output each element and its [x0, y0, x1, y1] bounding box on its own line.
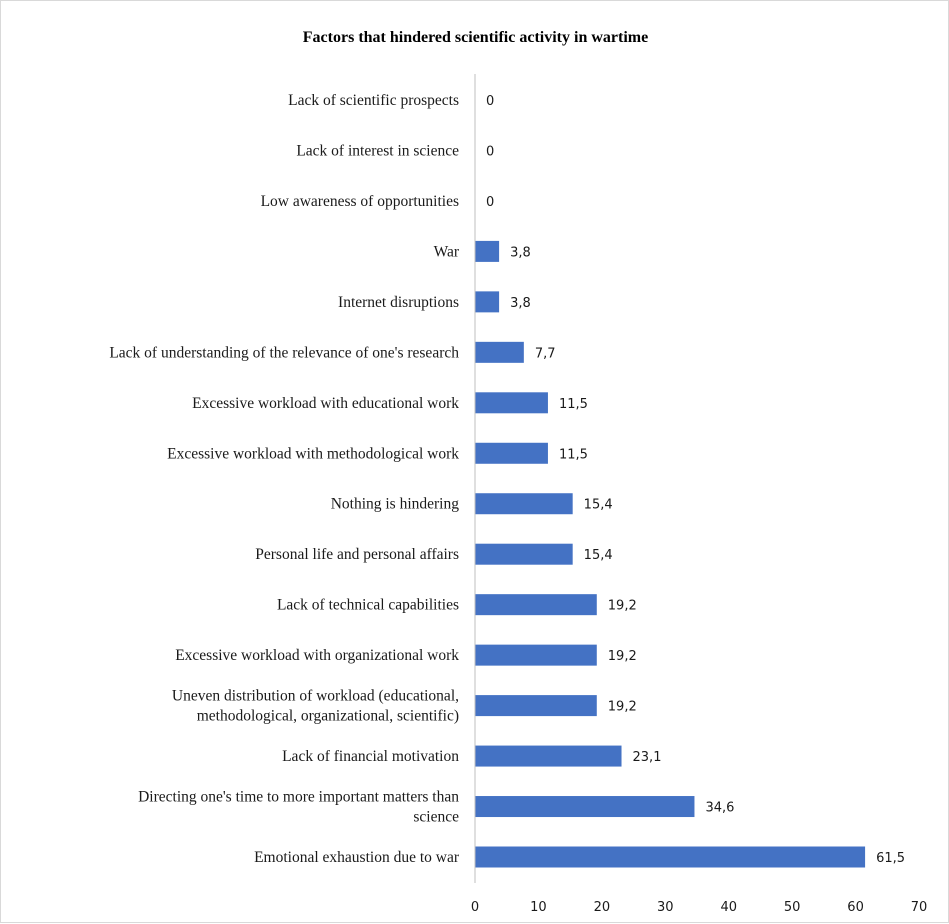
value-labels: 0 0 0 3,8 3,8 7,7 11,5 11,5 15,4 15,4 19,2 19,2 19,2…	[486, 94, 905, 866]
category-label: Uneven distribution of workload (educati…	[172, 688, 459, 725]
value-label: 0	[486, 144, 494, 159]
value-label: 19,2	[608, 599, 637, 614]
category-label-line: Low awareness of opportunities	[261, 193, 459, 210]
value-label: 7,7	[535, 346, 556, 361]
category-label: Excessive workload with organizational w…	[175, 647, 459, 664]
value-label: 61,5	[876, 851, 905, 866]
value-label: 15,4	[584, 498, 613, 513]
category-label: Lack of scientific prospects	[288, 92, 459, 109]
bar	[475, 392, 548, 414]
category-label-line: Lack of financial motivation	[282, 748, 459, 765]
value-label: 11,5	[559, 397, 588, 412]
category-label: Excessive workload with educational work	[192, 395, 459, 412]
bar	[475, 644, 597, 666]
category-label: Lack of interest in science	[296, 142, 459, 159]
category-label-line: Lack of understanding of the relevance o…	[109, 344, 459, 361]
category-label-line: Uneven distribution of workload (educati…	[172, 688, 459, 705]
value-label: 23,1	[633, 750, 662, 765]
category-label-line: Lack of scientific prospects	[288, 92, 459, 109]
x-tick-label: 0	[471, 900, 479, 915]
bar	[475, 341, 524, 363]
bar	[475, 493, 573, 515]
category-label-line: Excessive workload with methodological w…	[167, 445, 459, 462]
value-label: 15,4	[584, 548, 613, 563]
bars-group	[475, 240, 866, 868]
category-label: Lack of technical capabilities	[277, 597, 459, 614]
x-tick-label: 10	[530, 900, 547, 915]
category-label: War	[434, 243, 460, 260]
bar	[475, 745, 622, 767]
category-label: Nothing is hindering	[331, 496, 460, 513]
category-label-line: Excessive workload with organizational w…	[175, 647, 459, 664]
x-tick-label: 50	[784, 900, 801, 915]
category-label: Excessive workload with methodological w…	[167, 445, 459, 462]
bar	[475, 291, 500, 313]
value-label: 11,5	[559, 447, 588, 462]
value-label: 19,2	[608, 649, 637, 664]
bar	[475, 442, 548, 464]
bar	[475, 543, 573, 565]
x-tick-label: 40	[720, 900, 737, 915]
bar	[475, 796, 695, 818]
x-tick-label: 70	[911, 900, 928, 915]
value-label: 0	[486, 94, 494, 109]
category-label: Personal life and personal affairs	[255, 546, 459, 563]
value-label: 3,8	[510, 296, 531, 311]
category-label-line: science	[413, 809, 459, 826]
bar	[475, 240, 500, 262]
category-label: Emotional exhaustion due to war	[254, 849, 460, 866]
category-label: Lack of financial motivation	[282, 748, 459, 765]
value-label: 3,8	[510, 245, 531, 260]
category-label: Lack of understanding of the relevance o…	[109, 344, 459, 361]
category-label-line: Personal life and personal affairs	[255, 546, 459, 563]
bar	[475, 594, 597, 616]
category-labels: Lack of scientific prospects Lack of inte…	[109, 92, 460, 866]
category-label: Directing one's time to more important m…	[138, 789, 459, 826]
value-label: 19,2	[608, 700, 637, 715]
value-label: 34,6	[705, 801, 734, 816]
category-label: Internet disruptions	[338, 294, 459, 311]
category-label-line: Nothing is hindering	[331, 496, 460, 513]
category-label-line: Internet disruptions	[338, 294, 459, 311]
x-tick-label: 30	[657, 900, 674, 915]
x-tick-label: 60	[847, 900, 864, 915]
category-label-line: methodological, organizational, scientif…	[197, 708, 459, 725]
category-label-line: Lack of interest in science	[296, 142, 459, 159]
chart-title: Factors that hindered scientific activit…	[302, 29, 649, 46]
x-axis-ticks: 0 10 20 30 40 50 60 70	[471, 900, 927, 915]
category-label-line: Excessive workload with educational work	[192, 395, 459, 412]
x-tick-label: 20	[594, 900, 611, 915]
category-label-line: Directing one's time to more important m…	[138, 789, 459, 806]
category-label: Low awareness of opportunities	[261, 193, 459, 210]
bar	[475, 695, 597, 717]
category-label-line: Emotional exhaustion due to war	[254, 849, 460, 866]
value-label: 0	[486, 195, 494, 210]
bar	[475, 846, 866, 868]
category-label-line: War	[434, 243, 460, 260]
category-label-line: Lack of technical capabilities	[277, 597, 459, 614]
